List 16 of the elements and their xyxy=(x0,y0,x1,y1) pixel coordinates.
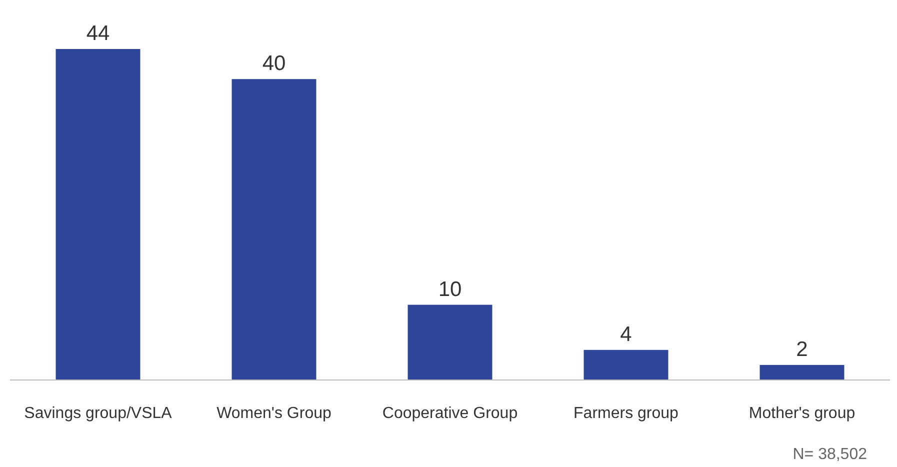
data-label: 2 xyxy=(796,338,808,361)
data-label: 44 xyxy=(86,22,110,45)
x-tick-label: Savings group/VSLA xyxy=(24,405,172,422)
text: N= 38,502 xyxy=(792,446,868,463)
data-label: 40 xyxy=(262,52,286,76)
x-tick-label: Women's Group xyxy=(216,405,332,422)
data-label: 4 xyxy=(620,322,632,346)
bar xyxy=(760,364,844,380)
x-tick-label: Farmers group xyxy=(574,405,679,422)
bar xyxy=(584,350,668,380)
x-tick-label: Cooperative Group xyxy=(382,405,518,422)
bar xyxy=(408,304,492,380)
bar xyxy=(56,49,140,380)
x-tick-label: Mother's group xyxy=(748,405,856,422)
data-label: 10 xyxy=(438,278,462,301)
bar xyxy=(232,79,316,380)
